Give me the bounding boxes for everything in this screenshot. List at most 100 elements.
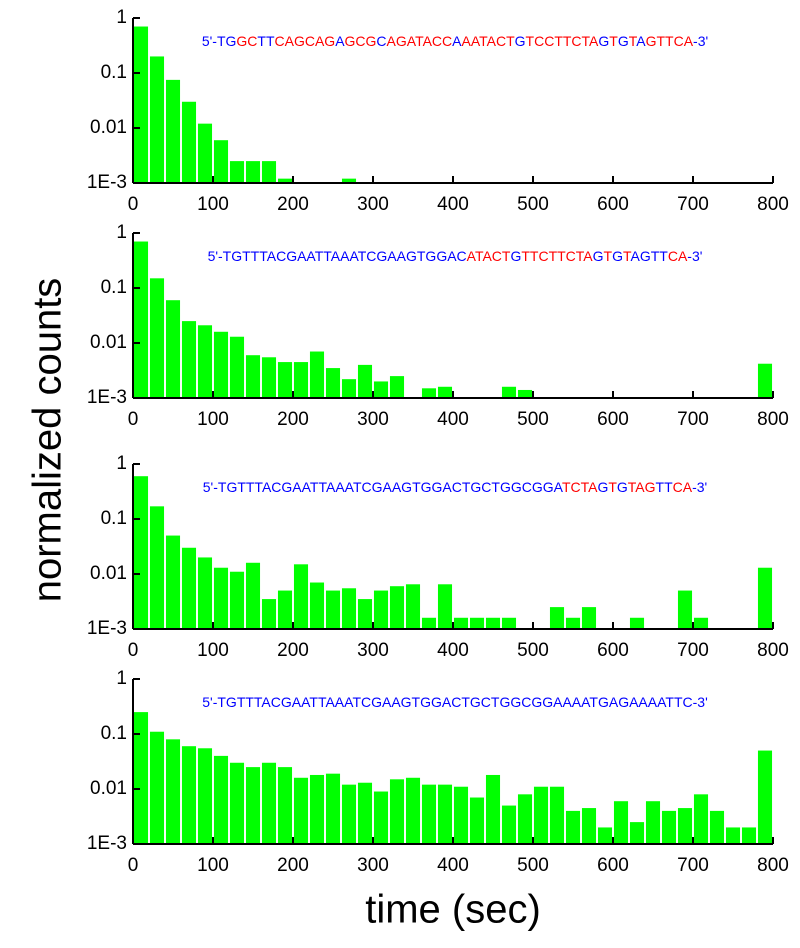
sequence-part: T — [609, 33, 618, 49]
bar — [757, 750, 773, 844]
x-tick-label: 300 — [357, 640, 389, 661]
sequence-part: ATACT — [467, 248, 511, 264]
sequence-part: AGTT — [631, 248, 669, 264]
sequence-part: CAGCAG — [275, 33, 336, 49]
y-tick-label: 1E-3 — [87, 387, 127, 408]
bar — [469, 797, 485, 844]
bar — [277, 362, 293, 398]
x-tick-label: 200 — [277, 194, 309, 215]
bar — [549, 786, 565, 844]
y-tick-label: 0.01 — [90, 332, 127, 353]
bar — [357, 599, 373, 629]
x-tick-label: 800 — [757, 409, 789, 430]
bar — [133, 241, 149, 398]
bar — [277, 590, 293, 629]
bar — [293, 362, 309, 398]
x-tick-label: 400 — [437, 640, 469, 661]
bar — [501, 805, 517, 844]
sequence-part: G — [618, 33, 629, 49]
y-tick-label: 0.01 — [90, 563, 127, 584]
y-tick-label: 1E-3 — [87, 618, 127, 639]
bar — [629, 822, 645, 844]
bar — [229, 762, 245, 844]
bar — [597, 827, 613, 844]
bar — [325, 368, 341, 398]
x-tick-label: 400 — [437, 194, 469, 215]
bar — [277, 767, 293, 844]
sequence-part: GC — [236, 33, 257, 49]
bar — [197, 557, 213, 629]
bar — [757, 363, 773, 398]
y-tick-label: 1 — [116, 668, 127, 689]
bar — [485, 774, 501, 844]
bar — [613, 801, 629, 844]
bar — [325, 590, 341, 629]
x-tick-label: 800 — [757, 640, 789, 661]
sequence-part: 5'-TG — [202, 33, 237, 49]
sequence-part: TCTA — [562, 479, 598, 495]
bar — [453, 786, 469, 844]
bar — [437, 584, 453, 629]
sequence-part: G — [598, 33, 609, 49]
bar — [533, 786, 549, 844]
bar — [229, 571, 245, 629]
x-tick-label: 100 — [197, 409, 229, 430]
bar — [293, 564, 309, 629]
x-tick-label: 800 — [757, 194, 789, 215]
sequence: 5'-TGTTTACGAATTAAATCGAAGTGGACATACTGTTCTT… — [208, 248, 703, 264]
bar — [693, 617, 709, 629]
bar — [213, 567, 229, 629]
x-tick-label: 300 — [357, 855, 389, 876]
bar — [245, 767, 261, 844]
x-tick-label: 100 — [197, 855, 229, 876]
x-tick-label: 400 — [437, 409, 469, 430]
bar — [133, 26, 149, 183]
bar — [149, 278, 165, 398]
x-tick-label: 500 — [517, 194, 549, 215]
bar — [757, 567, 773, 629]
sequence-part: -3' — [692, 479, 707, 495]
y-tick-label: 0.1 — [101, 723, 127, 744]
sequence-part: G — [510, 248, 521, 264]
sequence-part: -3' — [693, 33, 708, 49]
bar — [197, 123, 213, 183]
x-tick-label: 600 — [597, 409, 629, 430]
x-tick-label: 300 — [357, 409, 389, 430]
sequence-part: A — [452, 33, 462, 49]
bar — [453, 617, 469, 629]
x-tick-label: 500 — [517, 640, 549, 661]
bar — [357, 364, 373, 398]
x-tick-label: 600 — [597, 194, 629, 215]
bar — [389, 779, 405, 844]
bar — [709, 810, 725, 844]
sequence-part: CA — [668, 248, 688, 264]
bar — [517, 389, 533, 398]
x-tick-label: 0 — [128, 194, 139, 215]
bar — [293, 777, 309, 844]
y-tick-label: 0.1 — [101, 62, 127, 83]
bar — [565, 617, 581, 629]
bar — [437, 784, 453, 844]
bar — [741, 827, 757, 844]
sequence-part: C — [376, 33, 386, 49]
x-tick-label: 500 — [517, 855, 549, 876]
bar — [485, 617, 501, 629]
sequence: 5'-TGGCTTCAGCAGAGCGCAGATACCAAATACTGTCCTT… — [202, 33, 708, 49]
sequence-part: G — [515, 33, 526, 49]
bar — [261, 161, 277, 183]
bar — [501, 617, 517, 629]
bar — [277, 178, 293, 183]
x-tick-label: 200 — [277, 640, 309, 661]
bar — [405, 584, 421, 629]
sequence-part: G — [617, 479, 628, 495]
x-tick-label: 200 — [277, 855, 309, 876]
x-tick-label: 0 — [128, 409, 139, 430]
bar — [421, 388, 437, 398]
x-tick-label: 100 — [197, 194, 229, 215]
bar — [661, 810, 677, 844]
sequence: 5'-TGTTTACGAATTAAATCGAAGTGGACTGCTGGCGGAT… — [203, 479, 707, 495]
bar — [629, 617, 645, 629]
y-tick-label: 1 — [116, 7, 127, 28]
y-tick-label: 1E-3 — [87, 833, 127, 854]
bar — [549, 607, 565, 629]
